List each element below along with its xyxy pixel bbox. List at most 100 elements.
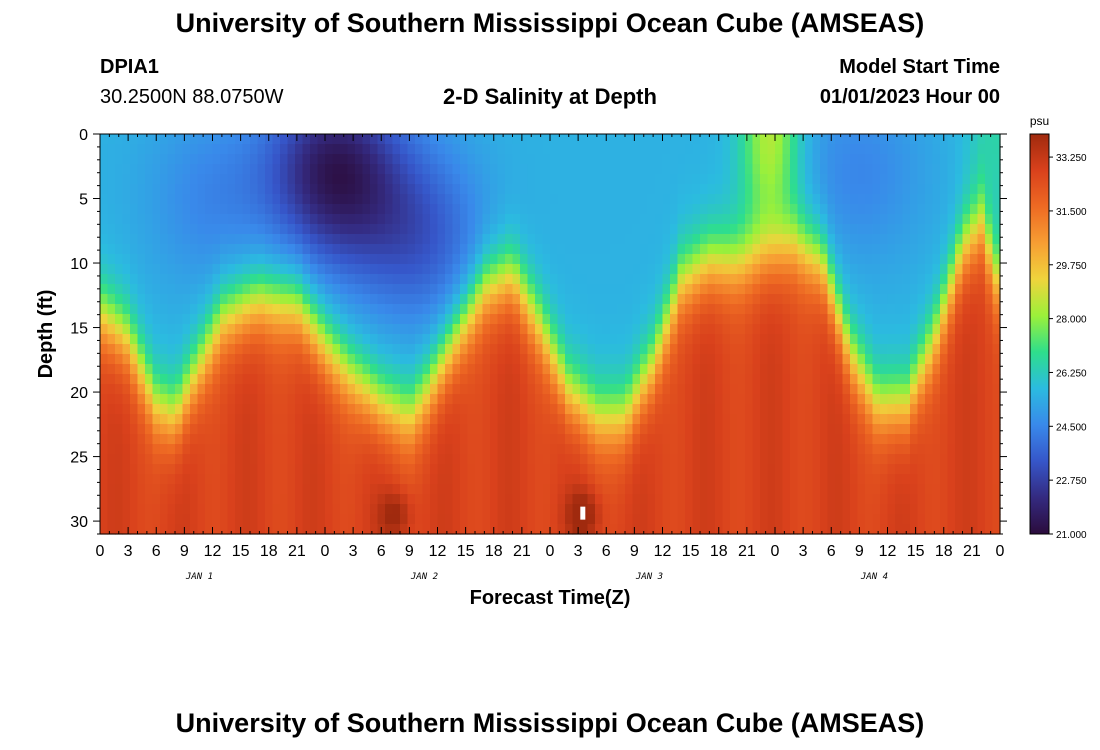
heatmap-cell xyxy=(512,294,521,305)
heatmap-cell xyxy=(865,444,874,455)
heatmap-cell xyxy=(947,374,956,385)
heatmap-cell xyxy=(580,394,589,405)
heatmap-cell xyxy=(340,414,349,425)
heatmap-cell xyxy=(992,164,1001,175)
heatmap-cell xyxy=(295,314,304,325)
heatmap-cell xyxy=(550,464,559,475)
heatmap-cell xyxy=(520,334,529,345)
heatmap-cell xyxy=(722,244,731,255)
heatmap-cell xyxy=(445,284,454,295)
heatmap-cell xyxy=(902,524,911,535)
heatmap-cell xyxy=(730,244,739,255)
heatmap-cell xyxy=(235,344,244,355)
heatmap-cell xyxy=(992,284,1001,295)
heatmap-cell xyxy=(820,304,829,315)
heatmap-cell xyxy=(797,344,806,355)
heatmap-cell xyxy=(287,274,296,285)
heatmap-cell xyxy=(107,444,116,455)
heatmap-cell xyxy=(377,184,386,195)
heatmap-cell xyxy=(925,424,934,435)
heatmap-cell xyxy=(392,304,401,315)
heatmap-cell xyxy=(677,364,686,375)
heatmap-cell xyxy=(737,444,746,455)
heatmap-cell xyxy=(880,224,889,235)
heatmap-cell xyxy=(685,194,694,205)
heatmap-cell xyxy=(535,394,544,405)
heatmap-cell xyxy=(752,524,761,535)
heatmap-cell xyxy=(700,504,709,515)
heatmap-cell xyxy=(625,384,634,395)
heatmap-cell xyxy=(775,254,784,265)
heatmap-cell xyxy=(340,464,349,475)
heatmap-cell xyxy=(220,244,229,255)
heatmap-cell xyxy=(722,134,731,145)
heatmap-cell xyxy=(752,164,761,175)
heatmap-cell xyxy=(835,214,844,225)
heatmap-cell xyxy=(182,164,191,175)
heatmap-cell xyxy=(370,384,379,395)
heatmap-cell xyxy=(415,154,424,165)
heatmap-cell xyxy=(962,514,971,525)
heatmap-cell xyxy=(302,144,311,155)
heatmap-cell xyxy=(400,194,409,205)
heatmap-cell xyxy=(355,404,364,415)
heatmap-cell xyxy=(647,334,656,345)
heatmap-cell xyxy=(205,494,214,505)
heatmap-cell xyxy=(370,324,379,335)
heatmap-cell xyxy=(302,374,311,385)
heatmap-cell xyxy=(355,204,364,215)
heatmap-cell xyxy=(325,394,334,405)
heatmap-cell xyxy=(182,264,191,275)
heatmap-cell xyxy=(220,394,229,405)
heatmap-cell xyxy=(520,344,529,355)
heatmap-cell xyxy=(227,244,236,255)
heatmap-cell xyxy=(685,184,694,195)
heatmap-cell xyxy=(467,264,476,275)
heatmap-cell xyxy=(640,454,649,465)
heatmap-cell xyxy=(505,234,514,245)
heatmap-cell xyxy=(257,404,266,415)
heatmap-cell xyxy=(947,244,956,255)
heatmap-cell xyxy=(400,184,409,195)
heatmap-cell xyxy=(895,484,904,495)
heatmap-cell xyxy=(160,484,169,495)
heatmap-cell xyxy=(527,384,536,395)
heatmap-cell xyxy=(325,184,334,195)
heatmap-cell xyxy=(235,484,244,495)
heatmap-cell xyxy=(962,504,971,515)
heatmap-cell xyxy=(850,514,859,525)
heatmap-cell xyxy=(332,504,341,515)
heatmap-cell xyxy=(760,414,769,425)
heatmap-cell xyxy=(332,184,341,195)
heatmap-cell xyxy=(827,434,836,445)
heatmap-cell xyxy=(310,494,319,505)
heatmap-cell xyxy=(430,404,439,415)
heatmap-cell xyxy=(707,424,716,435)
heatmap-cell xyxy=(835,404,844,415)
heatmap-cell xyxy=(167,464,176,475)
heatmap-cell xyxy=(940,234,949,245)
heatmap-cell xyxy=(190,254,199,265)
heatmap-cell xyxy=(257,134,266,145)
heatmap-cell xyxy=(722,394,731,405)
heatmap-cell xyxy=(632,454,641,465)
heatmap-cell xyxy=(925,254,934,265)
heatmap-cell xyxy=(985,254,994,265)
heatmap-cell xyxy=(422,524,431,535)
heatmap-cell xyxy=(962,294,971,305)
heatmap-cell xyxy=(512,224,521,235)
heatmap-cell xyxy=(970,234,979,245)
heatmap-cell xyxy=(107,244,116,255)
heatmap-cell xyxy=(565,354,574,365)
heatmap-cell xyxy=(542,144,551,155)
heatmap-cell xyxy=(677,294,686,305)
heatmap-cell xyxy=(122,134,131,145)
heatmap-cell xyxy=(610,334,619,345)
heatmap-cell xyxy=(580,134,589,145)
heatmap-cell xyxy=(745,384,754,395)
heatmap-cell xyxy=(692,524,701,535)
x-tick-label: 12 xyxy=(654,543,672,560)
heatmap-cell xyxy=(242,224,251,235)
heatmap-cell xyxy=(287,454,296,465)
heatmap-cell xyxy=(415,334,424,345)
